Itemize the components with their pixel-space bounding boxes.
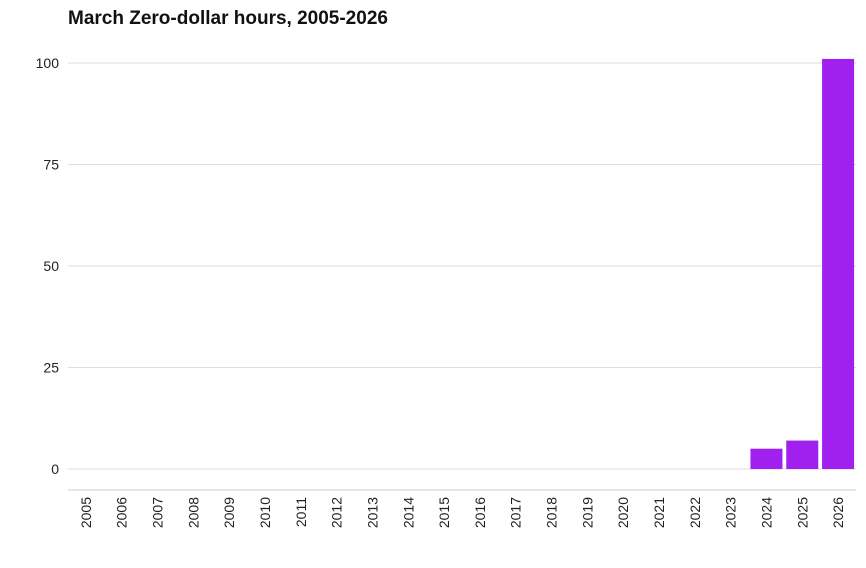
y-axis-tick-labels: 0 25 50 75 100 — [36, 55, 60, 477]
y-tick-label-75: 75 — [43, 157, 59, 173]
x-tick-label-2010: 2010 — [257, 497, 273, 528]
x-tick-label-2012: 2012 — [329, 497, 345, 528]
x-tick-label-2026: 2026 — [830, 497, 846, 528]
x-axis-tick-labels: 2005 2006 2007 2008 2009 2010 2011 2012 2013 2014… — [78, 497, 846, 528]
x-tick-label-2011: 2011 — [293, 497, 309, 527]
x-tick-label-2008: 2008 — [185, 497, 201, 528]
x-tick-label-2015: 2015 — [436, 497, 452, 528]
x-tick-label-2017: 2017 — [508, 497, 524, 528]
bar-2026 — [822, 58, 855, 469]
x-tick-label-2006: 2006 — [114, 497, 130, 528]
x-tick-label-2025: 2025 — [794, 497, 810, 528]
x-tick-label-2024: 2024 — [758, 497, 774, 528]
y-tick-label-100: 100 — [36, 55, 60, 71]
x-tick-label-2020: 2020 — [615, 497, 631, 528]
x-tick-label-2018: 2018 — [544, 497, 560, 528]
y-tick-label-0: 0 — [51, 461, 59, 477]
chart-title: March Zero-dollar hours, 2005-2026 — [68, 8, 388, 29]
x-tick-label-2014: 2014 — [400, 497, 416, 528]
bars — [750, 58, 855, 469]
x-tick-label-2009: 2009 — [221, 497, 237, 528]
x-tick-label-2021: 2021 — [651, 497, 667, 528]
x-tick-label-2016: 2016 — [472, 497, 488, 528]
x-tick-label-2013: 2013 — [364, 497, 380, 528]
x-tick-label-2022: 2022 — [687, 497, 703, 528]
y-tick-label-25: 25 — [43, 360, 59, 376]
x-tick-label-2023: 2023 — [723, 497, 739, 528]
y-tick-label-50: 50 — [43, 258, 59, 274]
x-tick-label-2005: 2005 — [78, 497, 94, 528]
x-tick-label-2019: 2019 — [579, 497, 595, 528]
grid-lines — [68, 62, 856, 470]
x-tick-label-2007: 2007 — [150, 497, 166, 528]
bar-2025 — [786, 440, 819, 469]
bar-2024 — [750, 448, 783, 469]
